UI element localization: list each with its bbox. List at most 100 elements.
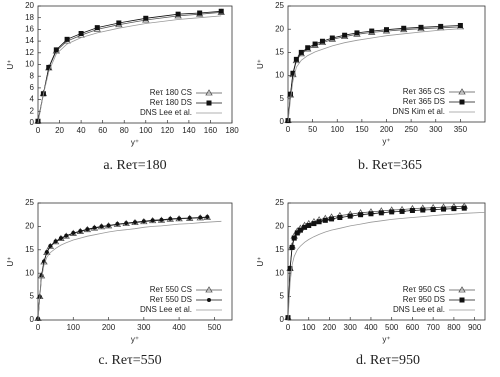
marker [168,216,173,221]
marker [78,30,84,36]
legend-label: Reτ 550 DS [150,295,192,304]
x-tick-label: 500 [208,323,222,332]
marker [294,230,300,236]
x-tick-label: 0 [36,126,41,135]
x-tick-label: 600 [406,323,420,332]
marker [316,219,322,225]
marker [207,298,211,302]
legend-label: DNS Kim et al. [393,107,445,116]
marker [71,230,76,235]
marker [115,222,120,227]
y-axis-label: U⁺ [6,257,15,267]
x-tick-label: 160 [204,126,218,135]
marker [293,56,299,62]
y-tick-label: 5 [280,292,285,301]
marker [329,35,335,41]
caption: c. Reτ=550 [98,353,161,368]
y-axis-label: U⁺ [256,257,265,267]
y-tick-label: 10 [25,268,34,277]
y-tick-label: 16 [25,25,34,34]
y-tick-label: 15 [275,245,284,254]
x-tick-label: 140 [182,126,196,135]
legend-label: Reτ 180 CS [150,88,192,97]
marker [401,25,407,31]
x-tick-label: 0 [286,125,291,134]
legend-label: DNS Lee et al. [140,305,192,314]
legend-label: Reτ 550 CS [150,285,192,294]
marker [322,217,328,223]
legend-label: Reτ 365 DS [403,97,445,106]
marker [430,207,436,213]
x-tick-label: 500 [385,323,399,332]
marker [311,221,317,227]
marker [319,38,325,44]
series-line [287,28,461,123]
y-tick-label: 5 [30,292,35,301]
y-tick-label: 20 [275,222,284,231]
x-tick-label: 100 [139,126,153,135]
y-tick-label: 10 [275,71,284,80]
marker [459,99,465,105]
plot-frame [37,5,233,124]
marker [124,221,129,226]
marker [141,219,146,224]
marker [177,216,182,221]
y-tick-label: 25 [275,198,284,207]
marker [441,206,447,212]
series-line [287,212,486,321]
y-tick-label: 5 [280,94,285,103]
marker [197,10,203,16]
marker [302,224,308,230]
x-tick-label: 700 [426,323,440,332]
x-tick-label: 120 [161,126,175,135]
x-axis-label: y⁺ [382,335,390,344]
x-tick-label: 80 [120,126,129,135]
x-tick-label: 60 [98,126,107,135]
marker [53,47,59,53]
y-tick-label: 0 [30,315,35,324]
x-tick-label: 20 [55,126,64,135]
x-tick-label: 300 [429,125,443,134]
x-tick-label: 0 [36,323,41,332]
marker [358,212,364,218]
legend-label: Reτ 950 DS [403,295,445,304]
marker [143,15,149,21]
marker [94,25,100,31]
marker [312,41,318,47]
y-tick-label: 10 [25,60,34,69]
caption: d. Reτ=950 [356,353,420,368]
marker [297,227,303,233]
y-tick-label: 15 [25,245,34,254]
series-line [37,15,222,124]
marker [44,250,49,255]
marker [461,205,467,211]
x-tick-label: 100 [67,323,81,332]
plot-frame [287,202,486,321]
x-tick-label: 100 [302,323,316,332]
plot-frame [287,5,486,123]
marker [342,32,348,38]
legend-label: Reτ 365 CS [403,87,445,96]
series-line [37,10,222,122]
marker [457,22,463,28]
marker [198,215,203,220]
marker [306,222,312,228]
plot-frame [37,202,233,321]
marker [205,215,210,220]
x-tick-label: 100 [331,125,345,134]
x-tick-label: 200 [323,323,337,332]
x-tick-label: 150 [355,125,369,134]
x-tick-label: 900 [468,323,482,332]
marker [399,208,405,214]
x-tick-label: 40 [77,126,86,135]
x-axis-label: y⁺ [382,137,390,146]
y-tick-label: 20 [275,24,284,33]
y-tick-label: 6 [30,83,35,92]
marker [384,27,389,33]
y-tick-label: 15 [275,48,284,57]
marker [337,215,343,221]
x-tick-label: 180 [225,126,239,135]
caption: a. Reτ=180 [103,158,166,173]
marker [438,23,444,29]
marker [206,100,212,106]
